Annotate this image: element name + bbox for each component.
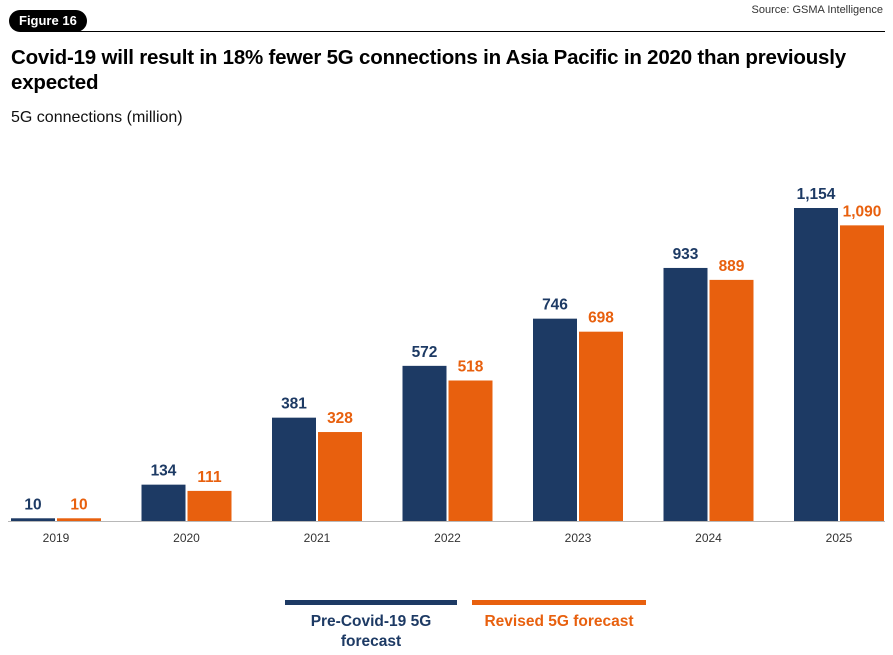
- bar-pre-2019: [11, 518, 55, 521]
- x-tick-label-2020: 2020: [173, 531, 200, 545]
- x-tick-label-2023: 2023: [565, 531, 592, 545]
- data-label-pre-2023: 746: [542, 297, 568, 314]
- x-tick-label-2019: 2019: [43, 531, 70, 545]
- bar-revised-2020: [187, 490, 232, 521]
- data-label-revised-2020: 111: [197, 469, 222, 486]
- bar-chart: 10 10 2019 134 111 2020 381 328 2021 572 518 2022 74…: [8, 186, 885, 545]
- data-label-pre-2020: 134: [151, 463, 177, 480]
- bar-revised-2023: [579, 331, 623, 521]
- data-label-revised-2023: 698: [588, 310, 614, 327]
- bar-revised-2024: [709, 279, 754, 521]
- x-tick-label-2021: 2021: [304, 531, 331, 545]
- bar-pre-2021: [272, 417, 316, 521]
- bar-pre-2022: [402, 365, 447, 521]
- header-rule: [74, 31, 885, 32]
- x-tick-label-2024: 2024: [695, 531, 722, 545]
- bar-pre-2025: [794, 208, 838, 521]
- bar-revised-2021: [318, 432, 362, 521]
- bar-pre-2020: [141, 484, 186, 521]
- data-label-revised-2021: 328: [327, 410, 353, 427]
- data-label-revised-2019: 10: [70, 496, 87, 513]
- legend-swatch-pre: [285, 600, 457, 605]
- figure-tag: Figure 16: [9, 10, 87, 32]
- source-note: Source: GSMA Intelligence: [751, 4, 883, 16]
- data-label-pre-2025: 1,154: [797, 186, 836, 203]
- x-tick-label-2025: 2025: [826, 531, 853, 545]
- bar-revised-2019: [57, 518, 101, 521]
- bar-revised-2022: [448, 380, 493, 521]
- data-label-revised-2025: 1,090: [843, 203, 882, 220]
- legend-label-pre: Pre-Covid-19 5G forecast: [310, 613, 432, 650]
- data-label-pre-2021: 381: [281, 396, 307, 413]
- chart-title: Covid-19 will result in 18% fewer 5G con…: [11, 46, 846, 94]
- legend-item-pre: Pre-Covid-19 5G forecast: [285, 600, 457, 652]
- bar-pre-2023: [533, 318, 577, 521]
- data-label-pre-2019: 10: [24, 496, 41, 513]
- legend-label-revised: Revised 5G forecast: [484, 613, 634, 630]
- bar-pre-2024: [663, 267, 708, 521]
- chart-subtitle: 5G connections (million): [11, 109, 183, 126]
- legend-swatch-revised: [472, 600, 646, 605]
- data-label-revised-2024: 889: [719, 258, 745, 275]
- legend-item-revised: Revised 5G forecast: [472, 600, 646, 632]
- data-label-pre-2024: 933: [673, 246, 699, 263]
- bar-revised-2025: [840, 225, 884, 521]
- x-tick-label-2022: 2022: [434, 531, 461, 545]
- data-label-revised-2022: 518: [458, 359, 484, 376]
- data-label-pre-2022: 572: [412, 344, 438, 361]
